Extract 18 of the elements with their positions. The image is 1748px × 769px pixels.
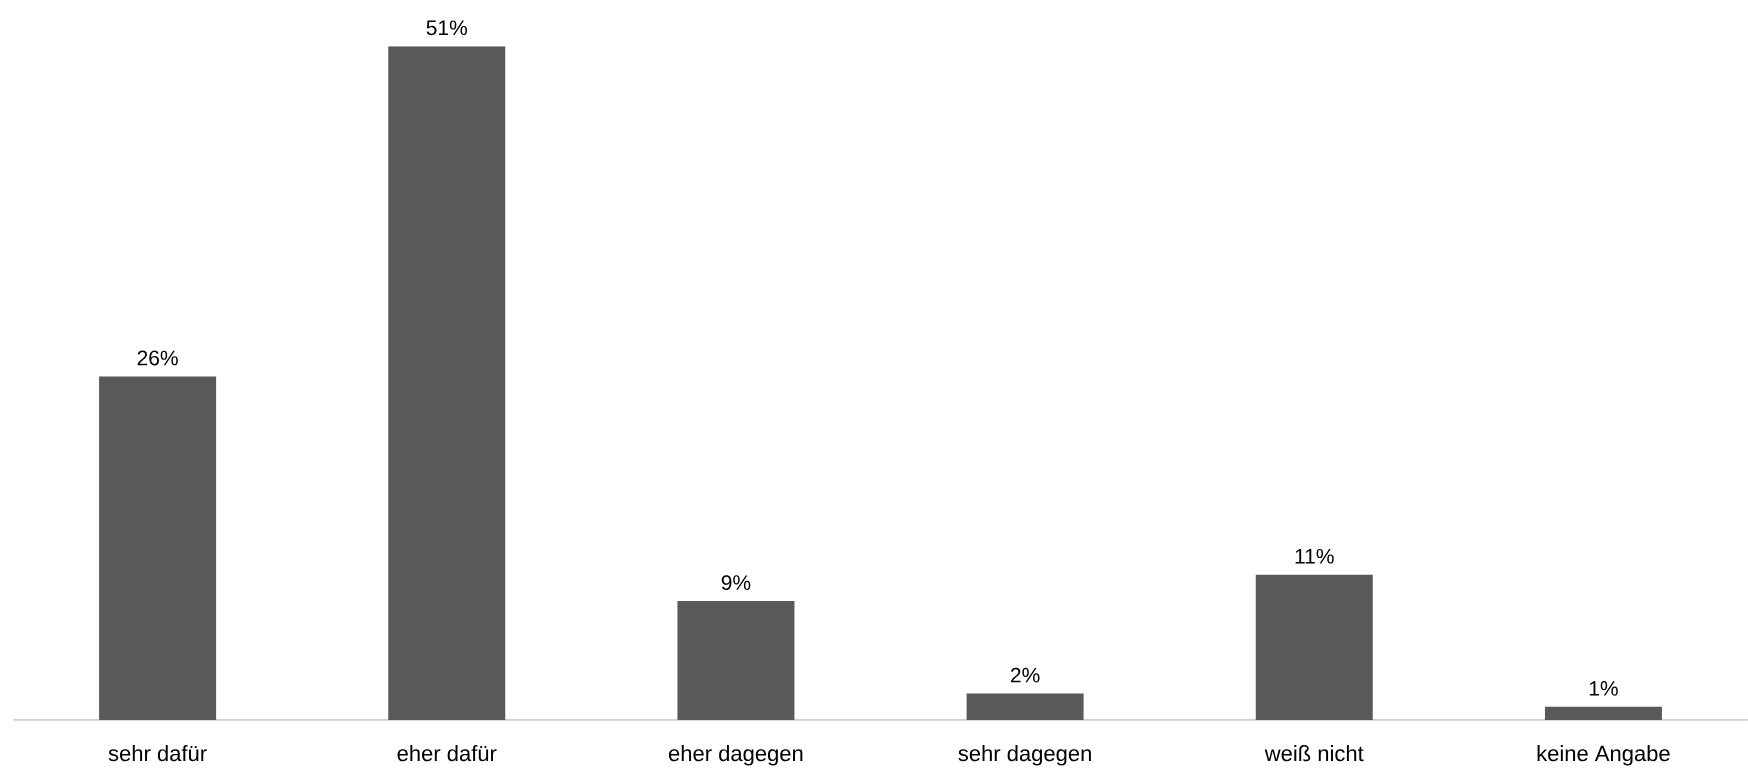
data-label: 2% [1010,667,1040,683]
bar [966,693,1084,720]
bar [1544,706,1662,720]
data-label: 1% [1589,681,1618,696]
data-label: 51% [426,20,468,36]
x-tick-label: sehr dafür [108,745,207,762]
bar [99,376,217,720]
bar [388,46,506,720]
x-tick-label: weiß nicht [1264,745,1364,762]
bar [1255,574,1373,720]
bar [677,601,795,720]
x-tick-label: eher dagegen [668,745,803,766]
x-tick-label: sehr dagegen [958,745,1091,766]
x-tick-label: keine Angabe [1537,745,1670,766]
data-label: 9% [721,575,751,591]
x-tick-label: eher dafür [397,745,497,762]
data-label: 11% [1295,548,1334,564]
data-label: 26% [137,350,178,366]
